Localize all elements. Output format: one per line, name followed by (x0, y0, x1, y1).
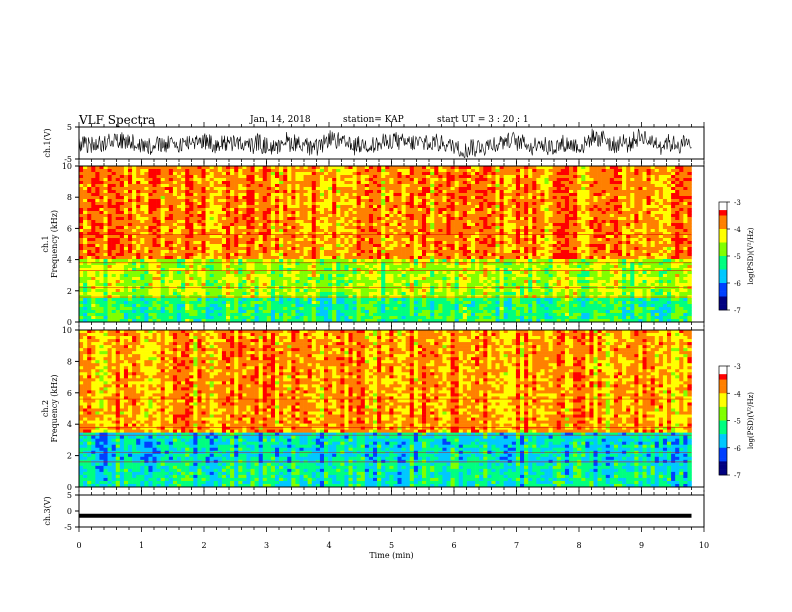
x-tick-label: 7 (514, 541, 519, 550)
ch2-spectrogram-colorbar-tick-label: -7 (734, 472, 741, 480)
ch2-spectrogram-ytick-label: 2 (67, 452, 72, 461)
ch2-spectrogram-colorbar-tick-label: -6 (734, 445, 741, 453)
ch1-spectrogram-colorbar-tick-label: -7 (734, 307, 741, 315)
chart-title: VLF Spectra (79, 113, 156, 127)
ch1-spectrogram-ylabel: Frequency (kHz) (50, 210, 59, 278)
ch1-waveform-ytick-label: -5 (64, 155, 72, 164)
ch2-spectrogram-colorbar-label: log(PSD)(V²/Hz) (747, 392, 755, 449)
ch3-waveform-ytick-label: 0 (67, 507, 72, 516)
ch1-spectrogram-colorbar-tick-label: -3 (734, 199, 741, 207)
ch1-spectrogram-ytick-label: 4 (67, 256, 72, 265)
x-tick-label: 4 (326, 541, 331, 550)
x-tick-label: 6 (451, 541, 456, 550)
ch2-spectrogram-colorbar (718, 365, 728, 476)
ch1-spectrogram-ytick-label: 10 (62, 162, 72, 171)
ch1-spectrogram-ytick-label: 8 (67, 193, 72, 202)
ch2-spectrogram-ytick-label: 4 (67, 420, 72, 429)
ch2-spectrogram-colorbar-tick-label: -3 (734, 363, 741, 371)
ch1-spectrogram-image (79, 166, 692, 323)
ch2-spectrogram-ylabel: ch.2 (41, 400, 50, 417)
x-tick-label: 8 (576, 541, 581, 550)
date-label: Jan. 14, 2018 (250, 115, 311, 125)
ch2-spectrogram-ytick-label: 0 (67, 483, 72, 492)
ch1-spectrogram-ytick-label: 6 (67, 224, 72, 233)
x-tick-label: 5 (389, 541, 394, 550)
ch2-spectrogram-colorbar-tick-label: -5 (734, 418, 741, 426)
ch1-spectrogram-colorbar (718, 201, 728, 311)
ch3-waveform-ytick-label: -5 (64, 523, 72, 532)
ch1-waveform-ylabel: ch.1(V) (43, 128, 52, 157)
ch1-spectrogram-ylabel: ch.1 (41, 235, 50, 252)
ch2-spectrogram-ytick-label: 8 (67, 357, 72, 366)
ch2-spectrogram-image (79, 330, 692, 488)
x-tick-label: 3 (264, 541, 269, 550)
ch1-spectrogram-colorbar-tick-label: -5 (734, 253, 741, 261)
ch2-spectrogram-ytick-label: 10 (62, 326, 72, 335)
ch1-waveform-ytick-label: 5 (67, 123, 72, 132)
x-tick-label: 9 (639, 541, 644, 550)
x-axis-label: Time (min) (369, 551, 413, 560)
start-ut-label: start UT = 3 : 20 : 1 (437, 115, 529, 125)
ch1-spectrogram-colorbar-tick-label: -4 (734, 226, 741, 234)
station-label: station= KAP (343, 115, 404, 125)
ch2-spectrogram-ylabel: Frequency (kHz) (50, 374, 59, 442)
ch1-spectrogram-colorbar-label: log(PSD)(V²/Hz) (747, 227, 755, 284)
ch1-spectrogram-ytick-label: 2 (67, 287, 72, 296)
ch1-waveform-line (78, 128, 692, 158)
x-tick-label: 2 (201, 541, 206, 550)
x-tick-label: 1 (139, 541, 144, 550)
ch1-spectrogram-ytick-label: 0 (67, 318, 72, 327)
x-tick-label: 10 (699, 541, 709, 550)
ch1-spectrogram-colorbar-tick-label: -6 (734, 280, 741, 288)
ch3-waveform-frame (78, 494, 705, 528)
ch3-waveform-ylabel: ch.3(V) (43, 496, 52, 525)
x-tick-label: 0 (76, 541, 81, 550)
ch2-spectrogram-ytick-label: 6 (67, 389, 72, 398)
ch3-waveform-ytick-label: 5 (67, 491, 72, 500)
ch2-spectrogram-colorbar-tick-label: -4 (734, 390, 741, 398)
